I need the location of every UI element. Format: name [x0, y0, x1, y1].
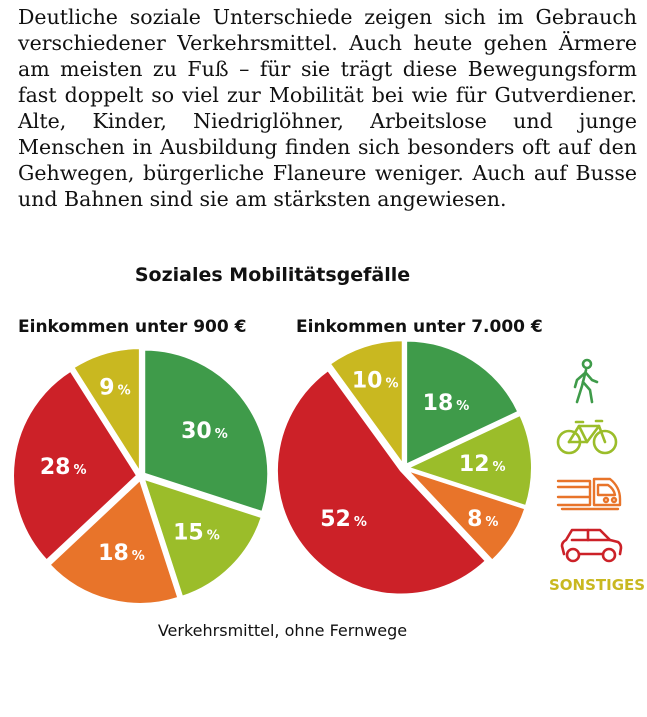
pie-1-slice-transit [48, 478, 180, 605]
legend-sonstiges-label: SONSTIGES [549, 576, 646, 594]
car-icon [560, 528, 623, 563]
pie-1-slice-bike [142, 477, 264, 599]
pie-2-title: Einkommen unter 7.000 € [296, 317, 543, 337]
pie-1-label-car: 28% [40, 455, 87, 480]
pie-2-label-bike: 12% [459, 452, 506, 477]
pie-1-label-bike: 15% [173, 520, 220, 545]
pie-1-slice-other [72, 347, 141, 476]
pie-1-slice-walk [143, 348, 270, 514]
pie-2-slice-walk [405, 339, 520, 467]
pie-1-title: Einkommen unter 900 € [18, 317, 247, 337]
bicycle-icon [556, 419, 618, 455]
walking-icon [573, 358, 599, 404]
pie-1-label-walk: 30% [181, 419, 228, 444]
pie-2-slice-other [328, 339, 404, 468]
pie-1-slice-car [12, 369, 139, 562]
pie-2-slice-bike [405, 413, 533, 508]
chart-caption: Verkehrsmittel, ohne Fernwege [157, 621, 408, 640]
pie-2-label-transit: 8% [467, 507, 498, 532]
chart-title: Soziales Mobilitätsgefälle [134, 264, 411, 286]
pie-2-label-other: 10% [352, 368, 399, 393]
pie-2-slice-transit [406, 469, 527, 562]
pie-2-slice-car [275, 368, 488, 596]
pie-1-label-transit: 18% [98, 541, 145, 566]
train-icon [556, 477, 622, 511]
pie-2-label-walk: 18% [423, 391, 470, 416]
pie-1-label-other: 9% [99, 375, 130, 400]
pie-2-label-car: 52% [320, 507, 367, 532]
intro-paragraph: Deutliche soziale Unterschiede zeigen si… [18, 5, 637, 211]
